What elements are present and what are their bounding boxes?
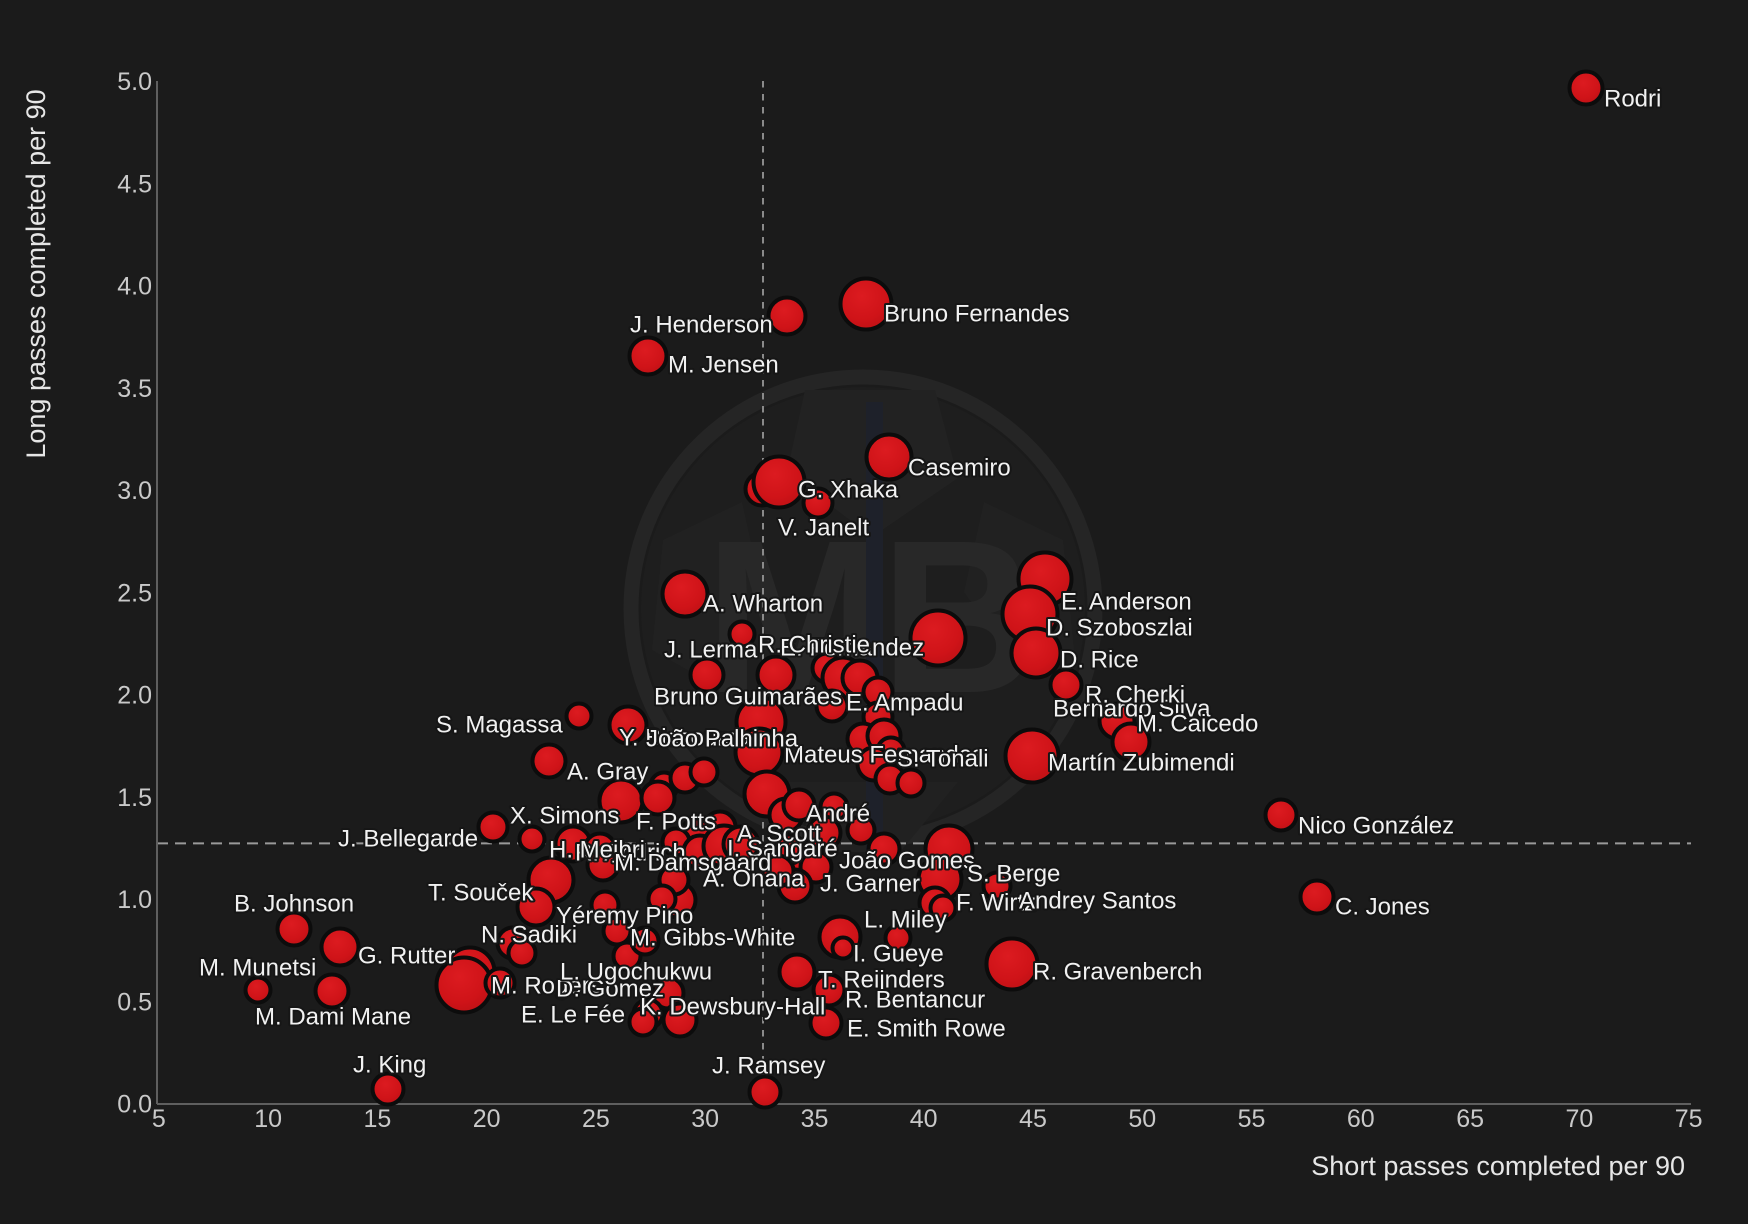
svg-text:I. Gueye: I. Gueye: [853, 941, 944, 968]
svg-text:M. Gibbs-White: M. Gibbs-White: [630, 925, 795, 952]
svg-text:J. Lerma: J. Lerma: [664, 637, 758, 664]
svg-text:T. Reijnders: T. Reijnders: [818, 967, 945, 994]
svg-text:J. Garner: J. Garner: [820, 871, 920, 898]
svg-text:Andrey Santos: Andrey Santos: [1019, 888, 1176, 915]
svg-text:Bruno Guimarães: Bruno Guimarães: [654, 684, 842, 711]
svg-text:V. Janelt: V. Janelt: [778, 515, 870, 542]
svg-text:J. Ramsey: J. Ramsey: [712, 1053, 825, 1080]
svg-text:2.5: 2.5: [117, 579, 152, 607]
svg-text:M. Dami Mane: M. Dami Mane: [255, 1004, 411, 1031]
svg-text:10: 10: [254, 1105, 282, 1133]
svg-text:João Palhinha: João Palhinha: [646, 726, 799, 753]
svg-text:25: 25: [582, 1105, 610, 1133]
svg-text:R. Christie: R. Christie: [758, 632, 870, 659]
svg-text:R. Gravenberch: R. Gravenberch: [1033, 959, 1202, 986]
svg-text:T. Souček: T. Souček: [428, 880, 534, 907]
svg-text:Bernardo Silva: Bernardo Silva: [1053, 696, 1211, 723]
svg-text:M. Jensen: M. Jensen: [668, 352, 779, 379]
svg-text:60: 60: [1347, 1105, 1375, 1133]
svg-text:E. Smith Rowe: E. Smith Rowe: [847, 1016, 1006, 1043]
svg-text:E. Anderson: E. Anderson: [1061, 589, 1192, 616]
svg-text:João Gomes: João Gomes: [839, 848, 975, 875]
svg-text:C. Jones: C. Jones: [1335, 894, 1430, 921]
svg-text:70: 70: [1565, 1105, 1593, 1133]
svg-text:50: 50: [1128, 1105, 1156, 1133]
svg-text:2.0: 2.0: [117, 682, 152, 710]
svg-text:Bruno Fernandes: Bruno Fernandes: [884, 301, 1069, 328]
svg-text:75: 75: [1675, 1105, 1703, 1133]
svg-text:M. Munetsi: M. Munetsi: [199, 955, 316, 982]
svg-text:J. Bellegarde: J. Bellegarde: [338, 826, 478, 853]
svg-text:Short passes completed per 90: Short passes completed per 90: [1311, 1151, 1685, 1181]
svg-text:B. Johnson: B. Johnson: [234, 891, 354, 918]
svg-text:G. Xhaka: G. Xhaka: [798, 477, 899, 504]
svg-text:3.5: 3.5: [117, 375, 152, 403]
svg-text:F. Wirtz: F. Wirtz: [956, 890, 1036, 917]
svg-text:D. Rice: D. Rice: [1060, 647, 1139, 674]
svg-text:S. Tonali: S. Tonali: [897, 746, 989, 773]
svg-text:45: 45: [1019, 1105, 1047, 1133]
svg-text:1.0: 1.0: [117, 886, 152, 914]
svg-text:K. Dewsbury-Hall: K. Dewsbury-Hall: [640, 994, 825, 1021]
svg-text:A. Scott: A. Scott: [737, 821, 821, 848]
svg-text:A. Gray: A. Gray: [567, 759, 648, 786]
svg-text:M. Rogers: M. Rogers: [491, 973, 602, 1000]
svg-text:30: 30: [691, 1105, 719, 1133]
svg-text:E. Le Fée: E. Le Fée: [521, 1002, 625, 1029]
svg-text:20: 20: [473, 1105, 501, 1133]
svg-text:3.0: 3.0: [117, 477, 152, 505]
svg-text:D. Gómez: D. Gómez: [556, 976, 664, 1003]
svg-text:5: 5: [152, 1105, 166, 1133]
svg-text:E. Ampadu: E. Ampadu: [846, 690, 963, 717]
svg-text:I. Sangaré: I. Sangaré: [727, 836, 838, 863]
svg-text:R. Andrich: R. Andrich: [575, 840, 686, 867]
svg-text:A. Wharton: A. Wharton: [703, 591, 823, 618]
svg-text:S. Berge: S. Berge: [967, 861, 1060, 888]
svg-text:A. Onana: A. Onana: [703, 866, 805, 893]
svg-text:J. Henderson: J. Henderson: [630, 312, 773, 339]
svg-text:G. Rutter: G. Rutter: [358, 943, 455, 970]
svg-text:S. Magassa: S. Magassa: [436, 712, 563, 739]
svg-text:4.5: 4.5: [117, 170, 152, 198]
svg-text:Casemiro: Casemiro: [908, 455, 1011, 482]
svg-text:M. Damsgaard: M. Damsgaard: [614, 850, 771, 877]
svg-text:5.0: 5.0: [117, 68, 152, 96]
svg-text:André: André: [806, 801, 870, 828]
svg-text:1.5: 1.5: [117, 784, 152, 812]
svg-text:R. Cherki: R. Cherki: [1085, 682, 1185, 709]
svg-text:65: 65: [1456, 1105, 1484, 1133]
svg-text:L. Miley: L. Miley: [864, 907, 947, 934]
svg-text:40: 40: [910, 1105, 938, 1133]
svg-text:F. Potts: F. Potts: [636, 809, 716, 836]
svg-text:H. Mejbri: H. Mejbri: [549, 837, 645, 864]
svg-text:35: 35: [801, 1105, 829, 1133]
svg-text:Rodri: Rodri: [1604, 86, 1661, 113]
svg-text:4.0: 4.0: [117, 273, 152, 301]
svg-text:D. Szoboszlai: D. Szoboszlai: [1046, 615, 1193, 642]
svg-text:Martín Zubimendi: Martín Zubimendi: [1048, 750, 1235, 777]
svg-text:Y. Bissouma: Y. Bissouma: [619, 725, 751, 752]
svg-text:Mateus Fernandes: Mateus Fernandes: [784, 742, 984, 769]
svg-text:Yéremy Pino: Yéremy Pino: [556, 903, 693, 930]
svg-text:0.5: 0.5: [117, 988, 152, 1016]
svg-text:L. Ugochukwu: L. Ugochukwu: [560, 959, 712, 986]
svg-text:Long passes completed per 90: Long passes completed per 90: [21, 89, 51, 458]
svg-text:Nico González: Nico González: [1298, 813, 1454, 840]
svg-text:55: 55: [1238, 1105, 1266, 1133]
svg-text:J. King: J. King: [353, 1052, 426, 1079]
svg-text:N. Sadiki: N. Sadiki: [481, 922, 577, 949]
svg-text:E. Fernandez: E. Fernandez: [780, 635, 924, 662]
svg-text:X. Simons: X. Simons: [510, 803, 619, 830]
svg-text:M. Caicedo: M. Caicedo: [1137, 711, 1258, 738]
svg-text:R. Bentancur: R. Bentancur: [845, 987, 985, 1014]
svg-text:15: 15: [363, 1105, 391, 1133]
svg-text:0.0: 0.0: [117, 1091, 152, 1119]
